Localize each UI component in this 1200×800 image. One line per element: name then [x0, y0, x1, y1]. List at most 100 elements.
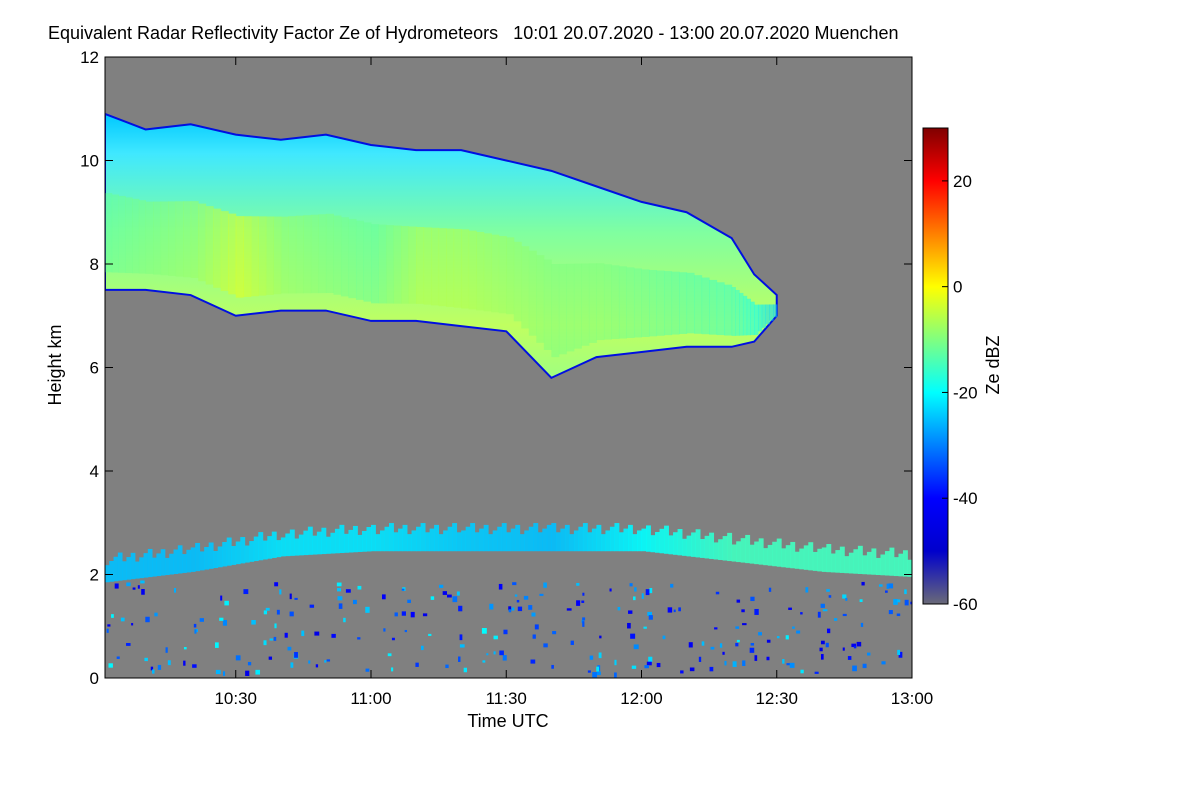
speckle-cell — [893, 598, 898, 605]
lower-layer-cell — [177, 545, 183, 574]
speckle-cell — [715, 591, 720, 595]
speckle-cell — [754, 655, 758, 661]
lower-layer-cell — [226, 537, 232, 566]
lower-layer-cell — [686, 535, 692, 557]
cloud-core-cell — [716, 282, 725, 336]
lower-layer-cell — [143, 553, 149, 578]
speckle-cell — [132, 587, 136, 590]
speckle-cell — [289, 593, 292, 600]
lower-layer-cell — [510, 528, 516, 552]
speckle-cell — [486, 653, 489, 656]
speckle-cell — [140, 580, 145, 584]
lower-layer-cell — [641, 528, 647, 552]
cloud-core-cell — [325, 213, 334, 293]
y-tick-label: 0 — [90, 669, 99, 688]
lower-layer-cell — [289, 529, 295, 556]
cloud-core-cell — [769, 304, 774, 321]
lower-layer-cell — [488, 534, 494, 552]
lower-layer-cell — [425, 532, 431, 552]
cloud-core-cell — [701, 277, 710, 335]
speckle-cell — [251, 620, 256, 625]
speckle-cell — [722, 651, 725, 655]
speckle-cell — [290, 662, 294, 668]
lower-layer-cell — [632, 534, 638, 552]
speckle-cell — [786, 663, 792, 666]
lower-layer-cell — [235, 541, 241, 565]
speckle-cell — [456, 591, 460, 596]
speckle-cell — [766, 656, 770, 661]
speckle-cell — [643, 626, 647, 629]
speckle-cell — [107, 624, 111, 627]
x-tick-label: 12:30 — [755, 689, 798, 708]
lower-layer-cell — [623, 528, 629, 552]
lower-layer-cell — [709, 532, 715, 559]
y-tick-label: 6 — [90, 359, 99, 378]
speckle-cell — [656, 662, 661, 668]
speckle-cell — [532, 634, 536, 639]
lower-layer-cell — [650, 535, 656, 553]
speckle-cell — [192, 664, 197, 668]
y-tick-label: 12 — [80, 48, 99, 67]
speckle-cell — [736, 599, 741, 603]
speckle-cell — [888, 610, 893, 615]
cloud-core-cell — [295, 215, 304, 294]
speckle-cell — [587, 670, 591, 673]
lower-layer-cell — [722, 536, 728, 561]
cloud-core-cell — [558, 263, 567, 355]
lower-layer-cell — [515, 524, 521, 552]
lower-layer-cell — [803, 545, 809, 570]
speckle-cell — [576, 600, 581, 606]
lower-layer-cell — [519, 534, 525, 552]
speckle-cell — [735, 626, 740, 629]
cloud-core-cell — [679, 272, 688, 334]
lower-layer-cell — [258, 532, 264, 561]
lower-layer-cell — [271, 531, 277, 558]
speckle-cell — [539, 593, 544, 596]
cloud-core-cell — [750, 301, 755, 336]
speckle-cell — [514, 594, 518, 597]
lower-layer-cell — [253, 536, 259, 562]
speckle-cell — [315, 664, 319, 668]
speckle-cell — [224, 600, 229, 606]
speckle-cell — [814, 671, 819, 674]
speckle-cell — [499, 650, 504, 656]
speckle-cell — [817, 611, 821, 618]
lower-layer-cell — [213, 550, 219, 569]
lower-layer-cell — [339, 524, 345, 554]
cloud-core-cell — [138, 200, 147, 274]
data-layer — [105, 112, 912, 678]
cloud-core-cell — [111, 194, 120, 273]
speckle-cell — [701, 641, 705, 646]
lower-layer-cell — [325, 536, 331, 554]
lower-layer-cell — [740, 538, 746, 563]
lower-layer-cell — [393, 532, 399, 552]
speckle-cell — [589, 655, 594, 660]
speckle-cell — [566, 608, 572, 611]
speckle-cell — [343, 617, 346, 623]
speckle-cell — [866, 652, 871, 656]
speckle-cell — [516, 599, 520, 603]
lower-layer-cell — [848, 552, 854, 574]
speckle-cell — [173, 588, 177, 593]
speckle-cell — [628, 610, 633, 614]
speckle-cell — [758, 632, 762, 636]
lower-layer-cell — [438, 534, 444, 552]
speckle-cell — [582, 621, 585, 627]
lower-layer-cell — [366, 527, 372, 552]
lower-layer-cell — [316, 531, 322, 555]
lower-layer-cell — [844, 556, 850, 574]
speckle-cell — [502, 655, 507, 661]
cloud-core-cell — [408, 226, 417, 304]
speckle-cell — [633, 644, 639, 650]
speckle-cell — [517, 606, 523, 612]
cloud-core-cell — [543, 259, 552, 350]
y-tick-label: 4 — [90, 462, 99, 481]
speckle-cell — [245, 670, 250, 676]
lower-layer-cell — [352, 525, 358, 553]
cloud-core-cell — [739, 292, 744, 336]
lower-layer-cell — [126, 557, 132, 580]
speckle-cell — [247, 661, 252, 666]
cloud-core-cell — [235, 216, 244, 298]
speckle-cell — [543, 582, 547, 588]
cloud-core-cell — [536, 255, 545, 343]
